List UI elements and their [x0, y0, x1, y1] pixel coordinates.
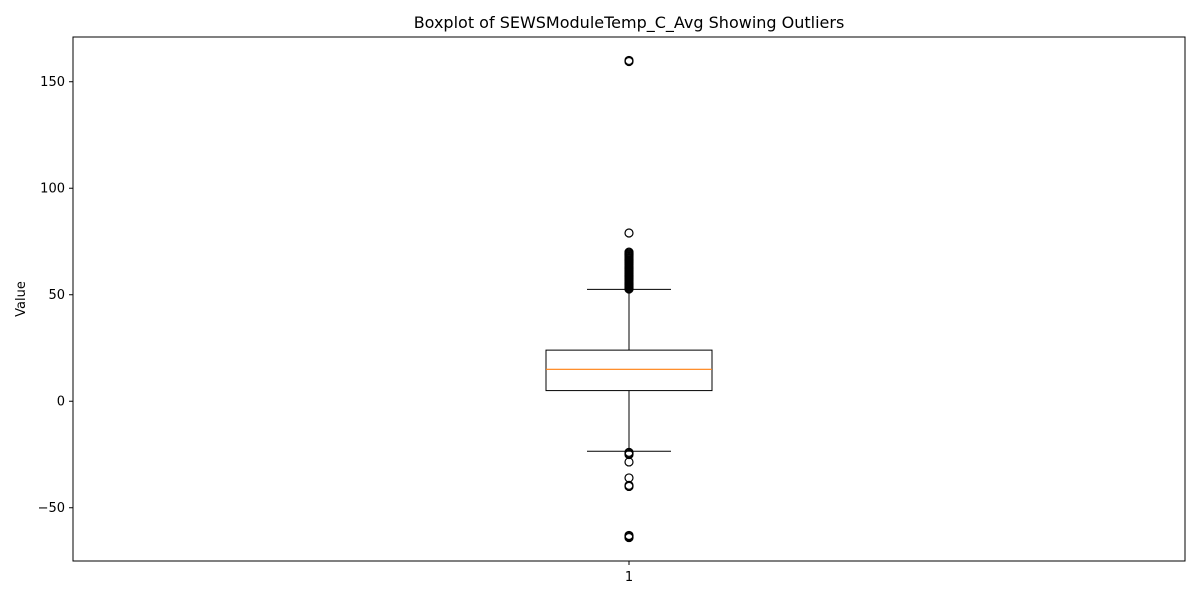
y-tick-label: −50	[38, 501, 65, 516]
outlier-point	[624, 532, 634, 543]
y-tick-label: 100	[40, 182, 65, 197]
outlier-point	[624, 457, 634, 467]
y-tick-label: 150	[40, 75, 65, 90]
outlier-point	[624, 284, 634, 294]
interquartile-box	[545, 349, 713, 392]
outlier-point	[624, 481, 634, 492]
axes-frame	[72, 36, 1186, 562]
chart-title: Boxplot of SEWSModuleTemp_C_Avg Showing …	[414, 13, 845, 33]
outlier-point	[624, 228, 634, 238]
x-tick-label: 1	[625, 570, 633, 585]
plot-area: −50 0 50 100 150 1	[38, 55, 713, 585]
outlier-point	[624, 473, 634, 483]
y-tick-label: 50	[48, 288, 65, 303]
outlier-point	[624, 56, 634, 67]
y-tick-label: 0	[57, 395, 65, 410]
y-axis-label: Value	[14, 281, 29, 317]
